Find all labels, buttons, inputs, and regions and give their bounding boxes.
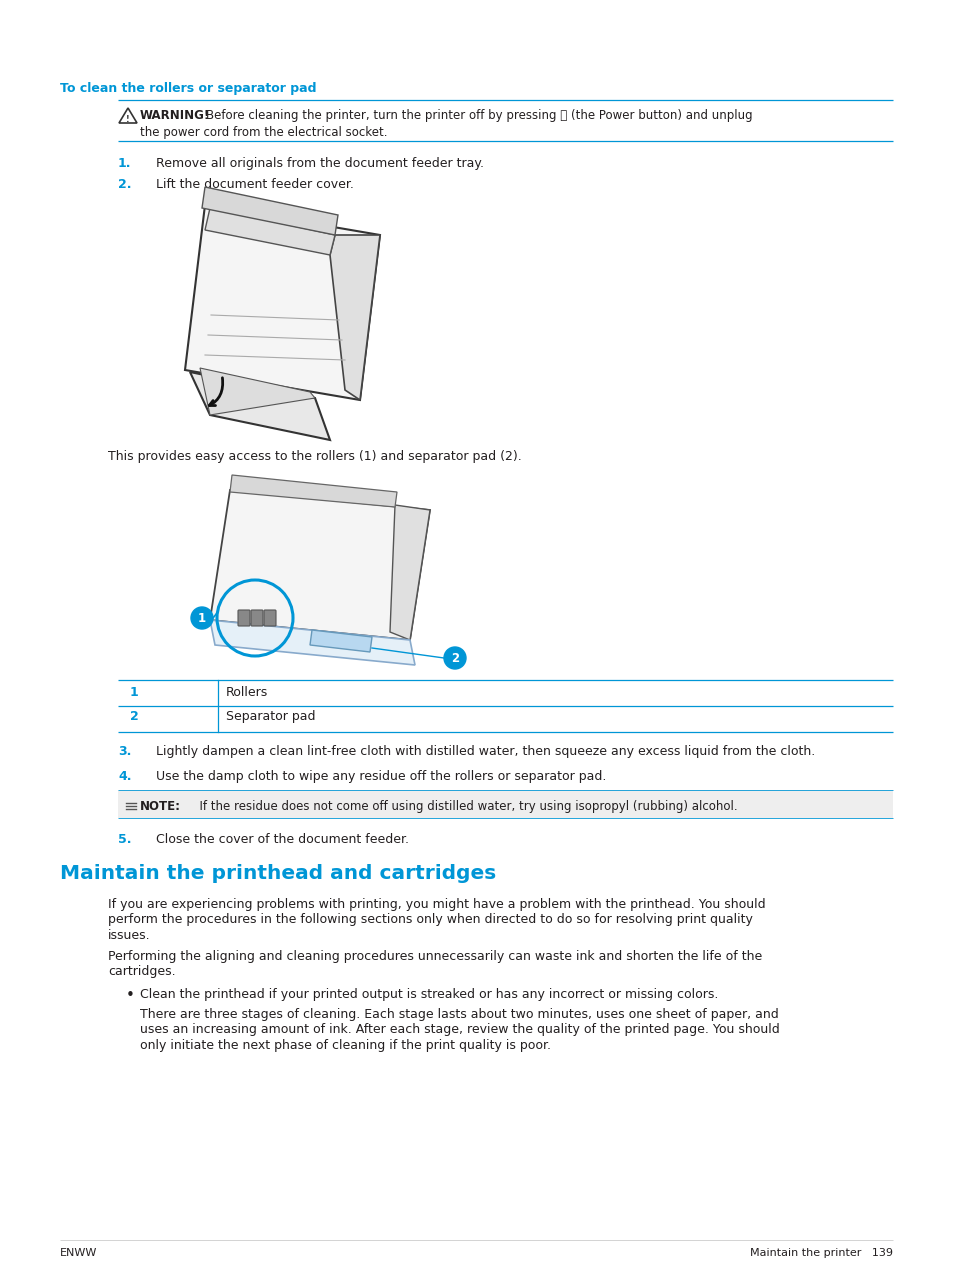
Text: the power cord from the electrical socket.: the power cord from the electrical socke… bbox=[140, 126, 387, 139]
Circle shape bbox=[191, 608, 213, 629]
Polygon shape bbox=[205, 208, 335, 255]
Text: NOTE:: NOTE: bbox=[140, 799, 181, 813]
Text: 2: 2 bbox=[451, 652, 458, 665]
Text: ENWW: ENWW bbox=[60, 1248, 97, 1258]
Text: Remove all originals from the document feeder tray.: Remove all originals from the document f… bbox=[156, 158, 483, 170]
Text: Separator pad: Separator pad bbox=[226, 710, 315, 723]
FancyBboxPatch shape bbox=[251, 610, 263, 627]
Text: There are three stages of cleaning. Each stage lasts about two minutes, uses one: There are three stages of cleaning. Each… bbox=[140, 1008, 778, 1021]
Polygon shape bbox=[202, 187, 337, 235]
FancyBboxPatch shape bbox=[118, 791, 892, 819]
FancyBboxPatch shape bbox=[237, 610, 250, 627]
Text: Performing the aligning and cleaning procedures unnecessarily can waste ink and : Performing the aligning and cleaning pro… bbox=[108, 949, 761, 963]
Polygon shape bbox=[185, 205, 379, 400]
Polygon shape bbox=[330, 235, 379, 400]
Text: Use the damp cloth to wipe any residue off the rollers or separator pad.: Use the damp cloth to wipe any residue o… bbox=[156, 770, 606, 783]
Text: !: ! bbox=[126, 114, 130, 123]
Polygon shape bbox=[210, 620, 415, 665]
Text: Lift the document feeder cover.: Lift the document feeder cover. bbox=[156, 178, 354, 191]
Text: 1: 1 bbox=[130, 686, 138, 699]
Text: To clean the rollers or separator pad: To clean the rollers or separator pad bbox=[60, 83, 316, 95]
Polygon shape bbox=[210, 491, 430, 641]
Text: Close the cover of the document feeder.: Close the cover of the document feeder. bbox=[156, 833, 409, 846]
Text: perform the procedures in the following sections only when directed to do so for: perform the procedures in the following … bbox=[108, 914, 752, 927]
Text: Lightly dampen a clean lint-free cloth with distilled water, then squeeze any ex: Lightly dampen a clean lint-free cloth w… bbox=[156, 745, 815, 758]
Text: uses an increasing amount of ink. After each stage, review the quality of the pr: uses an increasing amount of ink. After … bbox=[140, 1023, 779, 1036]
Text: 5.: 5. bbox=[118, 833, 132, 846]
Text: Clean the printhead if your printed output is streaked or has any incorrect or m: Clean the printhead if your printed outp… bbox=[140, 988, 718, 1002]
Text: cartridges.: cartridges. bbox=[108, 966, 175, 979]
FancyBboxPatch shape bbox=[264, 610, 275, 627]
Text: If the residue does not come off using distilled water, try using isopropyl (rub: If the residue does not come off using d… bbox=[192, 799, 737, 813]
Polygon shape bbox=[230, 475, 396, 507]
Text: only initiate the next phase of cleaning if the print quality is poor.: only initiate the next phase of cleaning… bbox=[140, 1038, 551, 1052]
Text: 1.: 1. bbox=[118, 158, 132, 170]
Text: WARNING!: WARNING! bbox=[140, 109, 210, 122]
Text: If you are experiencing problems with printing, you might have a problem with th: If you are experiencing problems with pr… bbox=[108, 899, 765, 911]
Text: This provides easy access to the rollers (1) and separator pad (2).: This provides easy access to the rollers… bbox=[108, 450, 521, 463]
Polygon shape bbox=[310, 630, 372, 652]
Text: 3.: 3. bbox=[118, 745, 132, 758]
Text: issues.: issues. bbox=[108, 929, 151, 942]
Text: •: • bbox=[126, 988, 134, 1003]
Polygon shape bbox=[200, 369, 314, 416]
Polygon shape bbox=[390, 505, 430, 641]
Text: Maintain the printhead and cartridges: Maintain the printhead and cartridges bbox=[60, 864, 496, 883]
Text: Maintain the printer   139: Maintain the printer 139 bbox=[749, 1248, 892, 1258]
Text: 2: 2 bbox=[130, 710, 138, 723]
Text: Rollers: Rollers bbox=[226, 686, 268, 699]
Text: Before cleaning the printer, turn the printer off by pressing ⏻ (the Power butto: Before cleaning the printer, turn the pr… bbox=[206, 109, 752, 122]
Text: 2.: 2. bbox=[118, 178, 132, 191]
Polygon shape bbox=[190, 372, 330, 440]
Text: 4.: 4. bbox=[118, 770, 132, 783]
Text: 1: 1 bbox=[197, 611, 206, 624]
Circle shape bbox=[443, 647, 465, 669]
